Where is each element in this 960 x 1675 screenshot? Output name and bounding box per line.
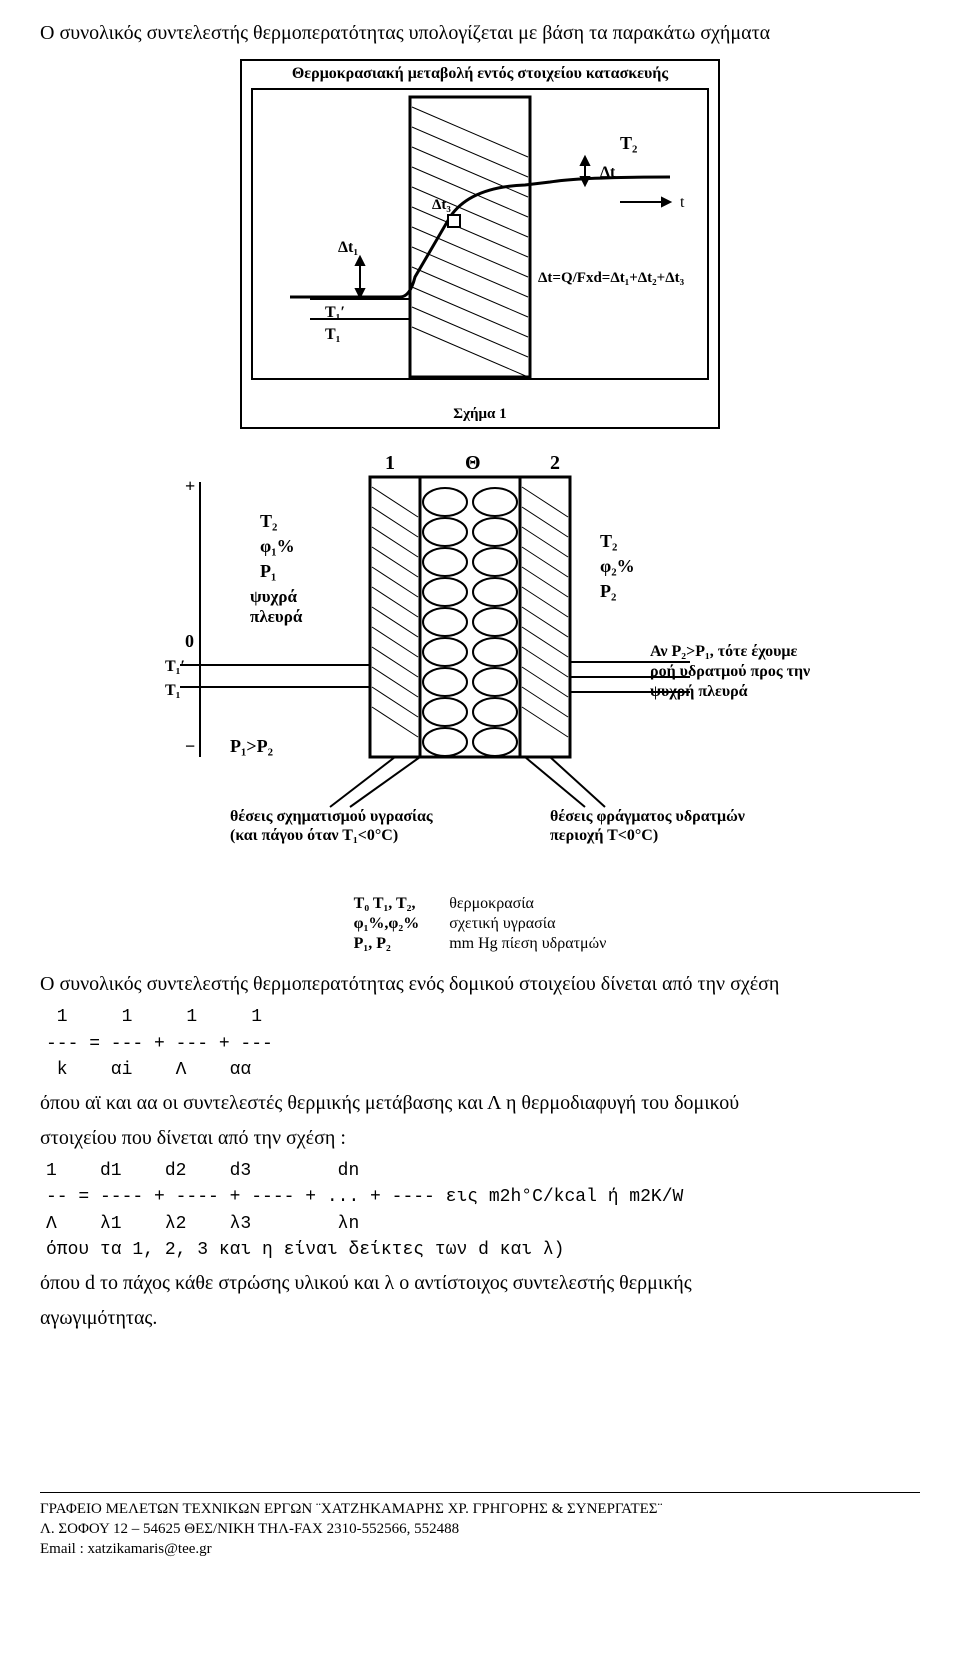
fig2-Pcmp: P₁>P₂	[230, 736, 273, 756]
leg-r1-txt: θερμοκρασία	[449, 895, 606, 913]
body-line3: στοιχείου που δίνεται από την σχέση :	[40, 1125, 920, 1152]
fig2-labT: Θ	[465, 452, 481, 474]
figure-2-svg: 1 Θ 2 + 0 − T₁′ T₁	[130, 447, 830, 877]
fig2-L-cold2: πλευρά	[250, 607, 303, 626]
body-line6: αγωγιμότητας.	[40, 1305, 920, 1332]
eq2-r2: -- = ---- + ---- + ---- + ... + ---- εις…	[46, 1186, 920, 1209]
fig2-minus: −	[185, 736, 195, 756]
fig1-Dt1: Δt₁	[338, 239, 358, 256]
figure-1-title: Θερμοκρασιακή μεταβολή εντός στοιχείου κ…	[250, 65, 710, 83]
eq1-r1: 1 1 1 1	[46, 1006, 920, 1029]
fig2-L-phi: φ₁%	[260, 536, 295, 556]
legend-grid: T₀ T₁, T₂, θερμοκρασία φ₁%,φ₂% σχετική υ…	[354, 895, 607, 953]
footer-l2: Λ. ΣΟΦΟΥ 12 – 54625 ΘΕΣ/ΝΙΚΗ ΤΗΛ-FAX 231…	[40, 1519, 920, 1539]
footer-l1: ΓΡΑΦΕΙΟ ΜΕΛΕΤΩΝ ΤΕΧΝΙΚΩΝ ΕΡΓΩΝ ¨ΧΑΤΖΗΚΑΜ…	[40, 1499, 920, 1519]
figure-1-wrap: Θερμοκρασιακή μεταβολή εντός στοιχείου κ…	[40, 59, 920, 429]
fig2-T1: T₁	[165, 682, 181, 699]
figure-2-wrap: 1 Θ 2 + 0 − T₁′ T₁	[40, 447, 920, 877]
eq1-r3: k αi Λ αα	[46, 1059, 920, 1082]
leg-r3-txt: mm Hg πίεση υδρατμών	[449, 935, 606, 953]
footer-l3: Email : xatzikamaris@tee.gr	[40, 1539, 920, 1559]
footer: ΓΡΑΦΕΙΟ ΜΕΛΕΤΩΝ ΤΕΧΝΙΚΩΝ ΕΡΓΩΝ ¨ΧΑΤΖΗΚΑΜ…	[40, 1492, 920, 1560]
fig2-R-P2: P₂	[600, 581, 616, 601]
body-line1: Ο συνολικός συντελεστής θερμοπερατότητας…	[40, 971, 920, 998]
fig1-t: t	[680, 194, 685, 211]
fig2-plus: +	[185, 476, 195, 496]
fig1-formula: Δt=Q/Fxd=Δt₁+Δt₂+Δt₃	[538, 270, 685, 286]
body-line2: όπου αϊ και αα οι συντελεστές θερμικής μ…	[40, 1090, 920, 1117]
fig2-lab1: 1	[385, 452, 395, 474]
intro-text: Ο συνολικός συντελεστής θερμοπερατότητας…	[40, 20, 920, 47]
page: Ο συνολικός συντελεστής θερμοπερατότητας…	[0, 0, 960, 1599]
figure-1-box: Θερμοκρασιακή μεταβολή εντός στοιχείου κ…	[240, 59, 720, 429]
eq1-r2: --- = --- + --- + ---	[46, 1033, 920, 1056]
leg-r2-txt: σχετική υγρασία	[449, 915, 606, 933]
figure-1-svg: T₂ Δt t Δt₁ Δt₃ T₁′ T₁ Δt=Q/Fxd=Δt₁+Δt₂+…	[250, 87, 710, 397]
leg-r1-sym: T₀ T₁, T₂,	[354, 895, 420, 913]
fig2-callout-right: θέσεις φράγματος υδρατμών περιοχή Τ<0°C)	[550, 807, 760, 845]
leg-r2-sym: φ₁%,φ₂%	[354, 915, 420, 933]
fig2-L-cold1: ψυχρά	[250, 587, 297, 606]
fig2-lab2: 2	[550, 452, 560, 474]
fig1-Dt3: Δt₃	[432, 197, 451, 213]
figure-1-caption: Σχήμα 1	[250, 406, 710, 423]
fig1-Dt: Δt	[600, 164, 616, 181]
legend-block: T₀ T₁, T₂, θερμοκρασία φ₁%,φ₂% σχετική υ…	[40, 895, 920, 953]
fig1-T1: T₁	[325, 326, 341, 343]
body-line5: όπου d το πάχος κάθε στρώσης υλικού και …	[40, 1270, 920, 1297]
fig2-R-phi: φ₂%	[600, 556, 635, 576]
eq2-r3: Λ λ1 λ2 λ3 λn	[46, 1213, 920, 1236]
eq2-r1: 1 d1 d2 d3 dn	[46, 1160, 920, 1183]
fig2-R-T2: T₂	[600, 531, 617, 551]
fig2-L-T2: T₂	[260, 511, 277, 531]
body-line4: όπου τα 1, 2, 3 και η είναι δείκτες των …	[46, 1239, 920, 1262]
fig2-callout-left: θέσεις σχηματισμού υγρασίας (και πάγου ό…	[230, 807, 450, 845]
fig2-L-P1: P₁	[260, 561, 276, 581]
fig2-zero: 0	[185, 631, 194, 651]
fig1-T2: T₂	[620, 133, 637, 153]
leg-r3-sym: P₁, P₂	[354, 935, 420, 953]
fig2-T1p: T₁′	[165, 658, 185, 675]
